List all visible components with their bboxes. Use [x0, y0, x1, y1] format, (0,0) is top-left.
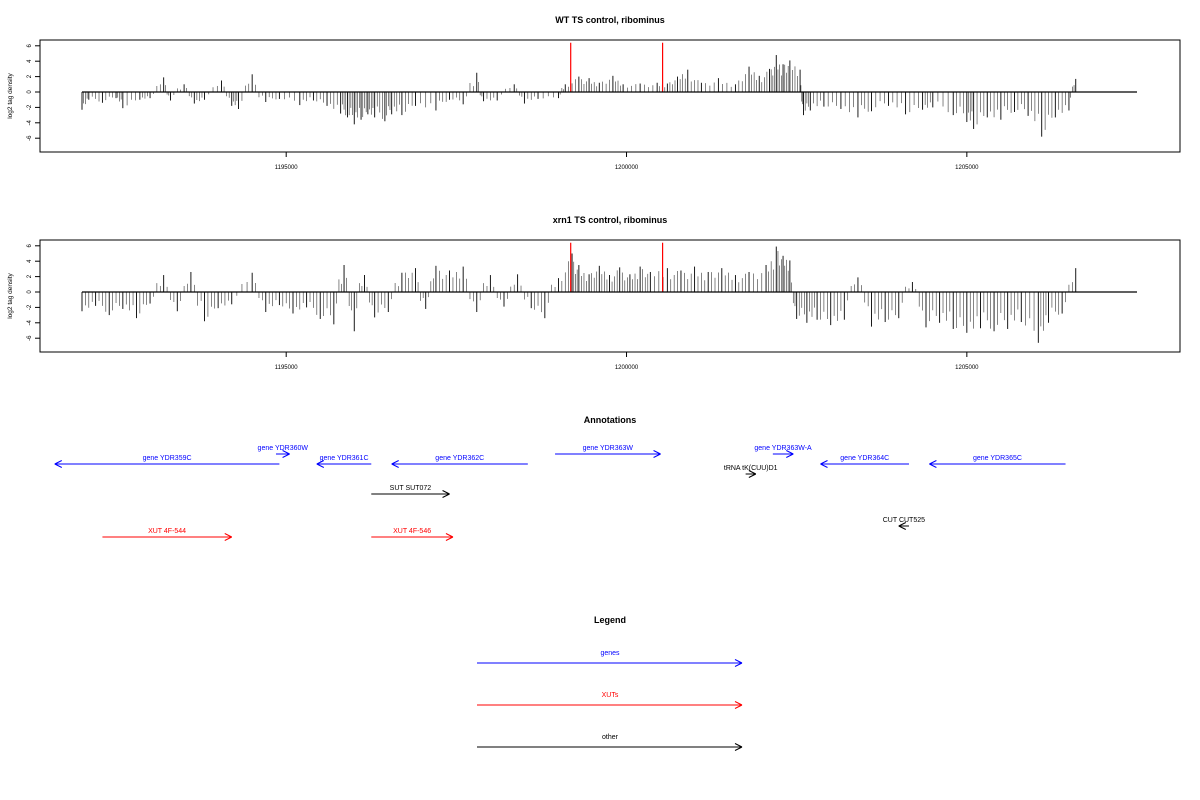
feature-arrow	[929, 460, 1066, 468]
feature-label: CUT CUT525	[883, 517, 925, 524]
feature-label: XUT 4F-546	[393, 528, 431, 535]
xrn1-y-axis-label: log2 tag density	[7, 272, 14, 318]
y-tick-label: -6	[27, 335, 33, 341]
feature-arrow	[391, 460, 528, 468]
xrn1-track-panel: xrn1 TS control, ribominus log2 tag dens…	[7, 215, 1181, 371]
xrn1-plot-frame	[39, 239, 1181, 353]
annotation-feature: gene YDR365C	[929, 455, 1066, 468]
legend-entries: genes XUTs other	[477, 650, 743, 751]
annotation-feature: gene YDR364C	[820, 455, 909, 468]
legend-label: XUTs	[602, 692, 619, 699]
legend-entry: other	[477, 734, 743, 751]
feature-label: XUT 4F-544	[148, 528, 186, 535]
xrn1-y-axis: -6 -4 -2 0 2 4 6	[27, 243, 41, 341]
feature-arrow	[898, 522, 909, 530]
xrn1-x-axis: 1195000 1200000 1205000	[275, 352, 979, 371]
feature-label: gene YDR359C	[143, 455, 192, 462]
feature-label: SUT SUT072	[390, 485, 432, 492]
y-tick-label: 2	[27, 74, 33, 78]
wt-plot-frame	[39, 39, 1181, 153]
y-tick-label: 0	[27, 90, 33, 94]
feature-label: gene YDR361C	[320, 455, 369, 462]
y-tick-label: 0	[27, 290, 33, 294]
annotation-feature: gene YDR363W-A	[754, 445, 812, 458]
legend-label: other	[602, 734, 619, 741]
feature-arrow	[745, 470, 757, 478]
y-tick-label: 4	[27, 259, 33, 263]
feature-label: gene YDR363W-A	[754, 445, 812, 452]
legend-arrow	[477, 701, 743, 709]
x-tick-label: 1205000	[955, 165, 979, 171]
xrn1-density-bars	[81, 242, 1077, 343]
feature-arrow	[316, 460, 372, 468]
feature-arrow	[371, 533, 454, 541]
feature-label: gene YDR362C	[435, 455, 484, 462]
y-tick-label: -6	[27, 135, 33, 141]
annotation-feature: CUT CUT525	[883, 517, 925, 530]
annotation-feature: tRNA tK(CUU)D1	[724, 465, 778, 478]
feature-arrow	[54, 460, 280, 468]
feature-label: gene YDR363W	[583, 445, 634, 452]
y-tick-label: -4	[27, 119, 33, 125]
annotations-title: Annotations	[584, 415, 637, 425]
legend-arrow	[477, 743, 743, 751]
wt-y-axis: -6 -4 -2 0 2 4 6	[27, 43, 41, 141]
y-tick-label: 4	[27, 59, 33, 63]
wt-track-panel: WT TS control, ribominus log2 tag densit…	[7, 15, 1181, 171]
annotation-feature: gene YDR359C	[54, 455, 280, 468]
y-tick-label: 6	[27, 243, 33, 247]
legend-entry: XUTs	[477, 692, 743, 709]
feature-arrow	[102, 533, 232, 541]
wt-track-title: WT TS control, ribominus	[555, 15, 665, 25]
annotation-features: gene YDR359C gene YDR360W gene YDR361C gene…	[54, 445, 1066, 541]
wt-density-bars	[81, 42, 1077, 137]
annotation-feature: gene YDR363W	[555, 445, 661, 458]
feature-label: gene YDR365C	[973, 455, 1022, 462]
annotation-feature: XUT 4F-546	[371, 528, 454, 541]
feature-arrow	[555, 450, 661, 458]
y-tick-label: 6	[27, 43, 33, 47]
xrn1-track-title: xrn1 TS control, ribominus	[553, 215, 668, 225]
x-tick-label: 1200000	[615, 365, 639, 371]
annotation-feature: SUT SUT072	[371, 485, 450, 498]
feature-arrow	[371, 490, 450, 498]
feature-arrow	[772, 450, 794, 458]
legend-entry: genes	[477, 650, 743, 667]
x-tick-label: 1205000	[955, 365, 979, 371]
feature-label: tRNA tK(CUU)D1	[724, 465, 778, 472]
feature-label: gene YDR364C	[840, 455, 889, 462]
annotation-feature: gene YDR361C	[316, 455, 372, 468]
wt-x-axis: 1195000 1200000 1205000	[275, 152, 979, 171]
annotation-feature: gene YDR362C	[391, 455, 528, 468]
annotation-feature: XUT 4F-544	[102, 528, 232, 541]
legend-arrow	[477, 659, 743, 667]
feature-arrow	[275, 450, 290, 458]
wt-y-axis-label: log2 tag density	[7, 72, 14, 118]
feature-arrow	[820, 460, 909, 468]
annotation-feature: gene YDR360W	[258, 445, 309, 458]
x-tick-label: 1200000	[615, 165, 639, 171]
legend-label: genes	[600, 650, 620, 657]
x-tick-label: 1195000	[275, 165, 299, 171]
y-tick-label: 2	[27, 274, 33, 278]
feature-label: gene YDR360W	[258, 445, 309, 452]
x-tick-label: 1195000	[275, 365, 299, 371]
y-tick-label: -4	[27, 319, 33, 325]
legend-title: Legend	[594, 615, 626, 625]
y-tick-label: -2	[27, 304, 33, 310]
legend-panel: Legend genes XUTs other	[477, 615, 743, 751]
y-tick-label: -2	[27, 104, 33, 110]
